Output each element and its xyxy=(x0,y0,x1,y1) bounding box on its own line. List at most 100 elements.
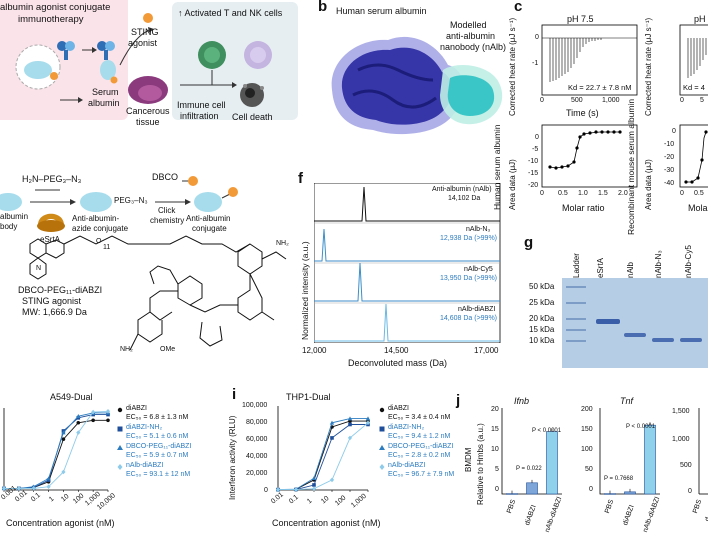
itc-bottom-plot-frame-r xyxy=(679,124,708,188)
j-third-ytick-3: 0 xyxy=(688,488,692,495)
panel-b-title: Human serum albumin xyxy=(336,6,427,16)
gel-lane-4: nAlb-Cy5 xyxy=(684,245,693,278)
peg-reagent: H₂N–PEG₃–N₃ xyxy=(22,174,82,184)
bar xyxy=(624,491,636,495)
compound-role: STING agonist xyxy=(22,296,82,306)
itc-bot-ytick-2: -10 xyxy=(528,158,539,165)
h-xlabel: Concentration agonist (nM) xyxy=(6,518,115,528)
panel-i-ylabel: Interferon activity (RLU) xyxy=(228,415,237,500)
itc-xlabel-bottom-r: Molar xyxy=(688,203,708,213)
trace-nalb-diabzi xyxy=(314,303,500,342)
ms-trace-1-name: nAlb-N₃ xyxy=(466,226,491,233)
i-ytick-5: 0 xyxy=(264,487,268,494)
panel-b-model-3: nanobody (nAlb) xyxy=(440,42,507,52)
nh2-label-1: NH₂ xyxy=(276,240,289,247)
data-point xyxy=(76,420,81,425)
band-nalb-n3 xyxy=(652,338,674,342)
itc-top-ytick-1: -1 xyxy=(532,60,539,67)
panel-j-bmdm: BMDM xyxy=(464,447,473,472)
h-legend-1-ec: EC₅₀ = 5.1 ± 0.6 nM xyxy=(126,433,189,440)
panel-f-ylabel: Normalized intensity (a.u.) xyxy=(300,241,310,340)
antibody-icon-2 xyxy=(97,41,118,84)
i-xtick-0: 0.01 xyxy=(270,491,285,506)
ms-trace-1-mass: 12,938 Da (>99%) xyxy=(440,235,498,242)
gel-marker-2: 20 kDa xyxy=(529,314,555,323)
ms-trace-3-mass: 14,608 Da (>99%) xyxy=(440,315,498,322)
panel-a-title-1: albumin agonist conjugate xyxy=(0,2,111,13)
i-legend-3-name: nAlb-diABZI xyxy=(388,462,426,469)
h-xtick-3: 1 xyxy=(48,495,56,504)
panel-c-ylabel-bottom: Area data (μJ) xyxy=(508,159,517,210)
series-line xyxy=(4,414,108,489)
gel-lane-2: nAlb xyxy=(626,261,635,278)
ms-trace-0-name: Anti-albumin (nAlb) xyxy=(432,186,492,193)
j-ifnb-p1: P < 0.0001 xyxy=(532,428,562,434)
data-point xyxy=(312,483,316,487)
data-point xyxy=(329,477,335,483)
bar xyxy=(506,493,518,495)
trace-nalb-n3 xyxy=(314,228,500,262)
conjugate-label-1: Anti-albumin xyxy=(186,214,231,223)
i-xlabel: Concentration agonist (nM) xyxy=(272,518,381,528)
panel-i-letter: i xyxy=(232,386,237,403)
panel-c-letter: c xyxy=(514,0,523,15)
o-label: O xyxy=(96,238,102,245)
band-nalb-cy5 xyxy=(680,338,702,342)
bar xyxy=(526,482,538,495)
j-tnf-cat-1: diABZI xyxy=(622,504,636,527)
j-tnf-cat-0: PBS xyxy=(604,498,616,515)
ms-trace-2-name: nAlb-Cy5 xyxy=(464,266,493,273)
data-point xyxy=(329,420,335,425)
itc-top-xtick-1: 500 xyxy=(571,97,583,104)
data-point xyxy=(46,476,51,481)
diabzi-structure xyxy=(29,235,287,351)
j-third-ytick-1: 1,000 xyxy=(672,436,690,443)
tissue-label: tissue xyxy=(136,117,160,127)
trace-nalb xyxy=(314,186,500,222)
data-point xyxy=(91,409,96,415)
albumin-label-l: albumin xyxy=(0,212,29,221)
panel-f-letter: f xyxy=(298,170,303,187)
itc-bot-ytick-r2: -20 xyxy=(664,154,675,161)
ms-xtick-1: 14,500 xyxy=(384,346,409,355)
itc-bot-xtick-0: 0 xyxy=(540,190,544,197)
panel-j-letter: j xyxy=(456,392,461,409)
i-xtick-2: 1 xyxy=(306,497,314,506)
sting-label: STING xyxy=(131,27,159,37)
i-ytick-0: 100,000 xyxy=(242,402,268,409)
i-xtick-4: 100 xyxy=(334,494,348,508)
ladder-bands xyxy=(566,286,586,342)
itc-bot-ytick-1: -5 xyxy=(532,146,539,153)
h-legend-3-ec: EC₅₀ = 93.1 ± 12 nM xyxy=(126,471,191,478)
panel-a-illustration xyxy=(15,2,298,120)
itc-top-xtick-r1: 5 xyxy=(700,97,704,104)
series-line xyxy=(4,412,108,489)
i-legend-3-ec: EC₅₀ = 96.7 ± 7.9 nM xyxy=(388,471,455,478)
trace-nalb-cy5 xyxy=(314,262,500,302)
j-ifnb-cat-2: nAlb-diABZI xyxy=(544,495,564,533)
panel-j-ifnb-chart xyxy=(501,408,562,495)
activated-cells-label: ↑ Activated T and NK cells xyxy=(178,8,282,18)
panel-c-ylabel-top: Corrected heat rate (μJ s⁻¹) xyxy=(508,17,517,116)
panel-a: albumin agonist conjugate immunotherapy xyxy=(0,0,300,130)
panel-a-title-2: immunotherapy xyxy=(18,14,84,25)
panel-i-title: THP1-Dual xyxy=(286,392,331,402)
data-point xyxy=(105,408,111,414)
i-legend-0-name: diABZI xyxy=(388,405,410,412)
itc-bot-xtick-r0: 0 xyxy=(680,190,684,197)
series-line xyxy=(277,420,368,491)
panel-a-cells-box xyxy=(172,2,298,120)
j-tnf-ytick-0: 200 xyxy=(581,406,593,413)
itc-bottom-plot-frame xyxy=(541,124,638,188)
itc-bot-ytick-0: 0 xyxy=(535,134,539,141)
data-point xyxy=(311,486,317,492)
cell-death-label: Cell death xyxy=(232,112,273,122)
j-third-ytick-2: 500 xyxy=(680,462,692,469)
ms-xlabel: Deconvoluted mass (Da) xyxy=(348,358,448,368)
panel-h-title: A549-Dual xyxy=(50,392,93,402)
itc-isotherm xyxy=(549,131,620,169)
h-legend-2-ec: EC₅₀ = 5.9 ± 0.7 nM xyxy=(126,452,189,459)
ms-xtick-0: 12,000 xyxy=(302,346,327,355)
cancerous-label: Cancerous xyxy=(126,106,170,116)
gel-lane-1: eSrtA xyxy=(596,257,605,278)
